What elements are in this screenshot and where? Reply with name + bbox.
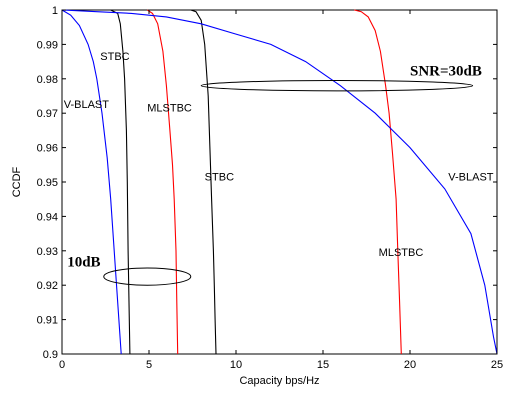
group-ellipse-10db	[103, 267, 192, 286]
y-tick-label: 0.92	[37, 280, 58, 292]
x-tick-label: 10	[230, 359, 242, 371]
annotation-snr-30db: SNR=30dB	[410, 63, 482, 79]
series-line-10db-mlstbc	[146, 9, 179, 355]
x-axis-ticks: 0 5 10 15 20 25	[59, 10, 503, 371]
x-tick-label: 0	[59, 359, 65, 371]
y-tick-label: 0.98	[37, 74, 58, 86]
x-tick-label: 15	[317, 359, 329, 371]
annotation-stbc: STBC	[205, 171, 234, 183]
annotation-mlstbc: MLSTBC	[379, 247, 424, 259]
y-tick-label: 0.97	[37, 108, 58, 120]
annotation-layer: STBC V-BLAST MLSTBC STBC V-BLAST MLSTBC SNR=30…	[64, 51, 494, 270]
y-tick-label: 0.95	[37, 177, 58, 189]
x-tick-label: 25	[491, 359, 503, 371]
y-tick-label: 0.9	[43, 349, 58, 361]
y-tick-label: 0.94	[37, 211, 58, 223]
series-line-snr-30db-mlstbc	[354, 9, 402, 355]
y-tick-label: 1	[52, 5, 58, 17]
annotation-v-blast: V-BLAST	[448, 171, 494, 183]
x-axis-label: Capacity bps/Hz	[239, 375, 319, 387]
ellipse-layer	[103, 80, 474, 286]
y-tick-label: 0.91	[37, 315, 58, 327]
annotation-stbc: STBC	[100, 51, 129, 63]
annotation-10db: 10dB	[67, 254, 100, 270]
group-ellipse-snr-30db	[200, 80, 474, 92]
annotation-mlstbc: MLSTBC	[147, 102, 192, 114]
y-axis-label: CCDF	[11, 166, 23, 197]
y-tick-label: 0.96	[37, 143, 58, 155]
plot-area	[61, 9, 498, 355]
y-tick-label: 0.93	[37, 246, 58, 258]
x-tick-label: 20	[404, 359, 416, 371]
series-layer	[61, 9, 498, 355]
series-line-10db-v-blast	[61, 9, 122, 355]
series-line-snr-30db-stbc	[190, 9, 217, 355]
series-line-snr-30db-v-blast	[61, 9, 498, 355]
y-tick-label: 0.99	[37, 39, 58, 51]
y-axis-ticks: 0.9 0.91 0.92 0.93 0.94 0.95 0.96 0.97 0.98 0.99 1	[37, 5, 497, 361]
x-tick-label: 5	[146, 359, 152, 371]
annotation-v-blast: V-BLAST	[64, 99, 110, 111]
